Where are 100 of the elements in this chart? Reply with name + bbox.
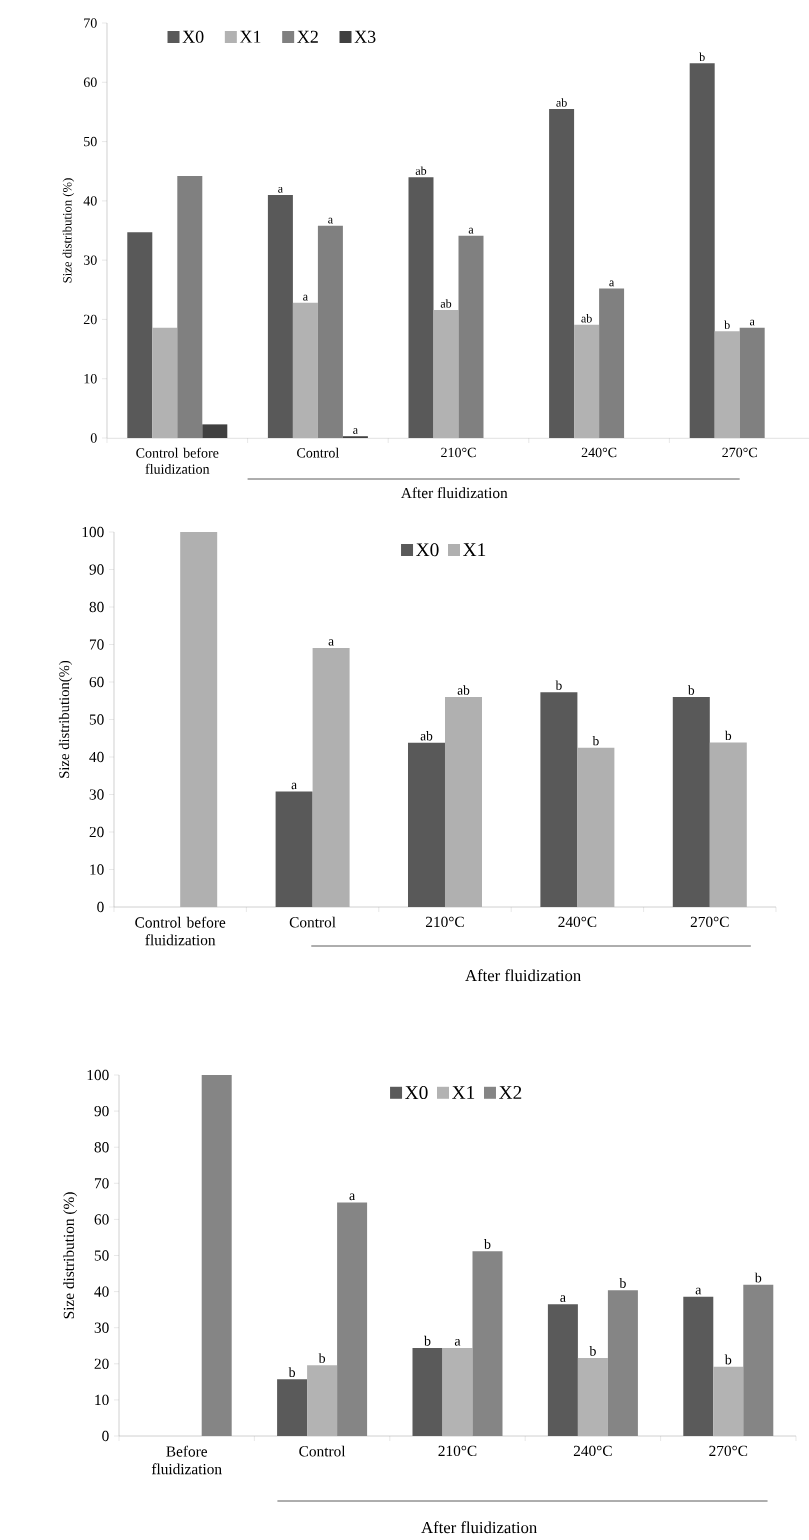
bar <box>547 1304 578 1436</box>
data-label: b <box>318 1353 326 1363</box>
x-tick-label: 270°C <box>722 447 757 458</box>
data-label: b <box>619 1278 626 1288</box>
text: After fluidization <box>421 1521 537 1534</box>
data-label: a <box>454 1338 461 1346</box>
data-label: b <box>687 685 695 695</box>
data-label: b <box>592 735 599 746</box>
y-tick-label: 30 <box>83 255 97 265</box>
y-tick-label: 0 <box>90 433 97 443</box>
bar <box>277 1379 308 1436</box>
y-tick-label: 10 <box>95 1394 109 1406</box>
x-tick-label: 210°C <box>441 447 476 458</box>
bar <box>275 791 313 908</box>
legend-label: X1 <box>463 543 486 557</box>
y-axis-title: Size distribution (%) <box>62 178 75 283</box>
data-label: b <box>754 1272 762 1283</box>
data-label: ab <box>556 98 567 107</box>
legend-label: X2 <box>297 30 318 43</box>
y-tick-label: 70 <box>84 18 97 28</box>
data-label: ab <box>581 314 592 323</box>
text: After fluidization <box>465 969 581 982</box>
y-tick-label: 80 <box>94 1142 109 1153</box>
data-label: a <box>749 319 755 326</box>
y-tick-label: 60 <box>83 77 97 88</box>
y-tick-label: 0 <box>102 1430 109 1442</box>
x-tick-label: 210°C <box>438 1445 477 1457</box>
x-tick-label: 210°C <box>425 916 464 928</box>
bar <box>713 1366 744 1436</box>
bar <box>337 1202 368 1436</box>
y-tick-label: 20 <box>94 1358 109 1369</box>
data-label: a <box>328 639 334 646</box>
legend-label: X3 <box>354 30 376 43</box>
data-label: b <box>724 320 730 330</box>
y-tick-label: 0 <box>97 901 104 913</box>
bar <box>127 232 153 439</box>
data-label: b <box>724 730 732 741</box>
y-tick-label: 30 <box>89 789 104 800</box>
text: After fluidization <box>400 487 508 499</box>
legend-label: X1 <box>239 30 261 43</box>
bar <box>202 424 228 439</box>
y-tick-label: 100 <box>82 526 104 538</box>
data-label: a <box>291 782 297 790</box>
data-label: b <box>423 1335 431 1346</box>
x-tick-label: 240°C <box>558 916 597 928</box>
y-tick-label: 60 <box>94 1214 109 1225</box>
x-tick-label: Control <box>299 1445 346 1457</box>
legend-label: X0 <box>182 30 204 43</box>
data-label: ab <box>420 731 433 741</box>
x-tick-label: Control <box>297 447 339 458</box>
data-label: b <box>589 1345 596 1356</box>
y-tick-label: 40 <box>83 196 97 206</box>
data-label: b <box>483 1239 491 1249</box>
data-label: b <box>724 1354 732 1365</box>
x-tick-label: 240°C <box>573 1445 612 1457</box>
data-label: a <box>560 1295 566 1302</box>
legend-label: X2 <box>499 1086 522 1099</box>
data-label: a <box>609 280 615 287</box>
data-label: a <box>349 1193 356 1201</box>
data-label: b <box>555 680 562 690</box>
data-label: ab <box>440 299 452 308</box>
bar <box>549 108 575 439</box>
y-tick-label: 40 <box>89 751 104 763</box>
y-tick-label: 40 <box>94 1286 109 1297</box>
bar <box>317 225 343 439</box>
bar <box>577 1358 608 1436</box>
bar <box>458 235 484 439</box>
bar <box>177 175 203 439</box>
data-label: ab <box>457 685 470 695</box>
y-tick-label: 60 <box>89 676 104 688</box>
bar <box>672 697 710 908</box>
bar <box>408 177 434 439</box>
y-tick-label: 10 <box>84 374 97 384</box>
bar <box>307 1365 338 1436</box>
x-tick-label: 270°C <box>690 916 729 928</box>
x-tick-label: Control <box>289 916 336 928</box>
y-tick-label: 30 <box>94 1322 109 1333</box>
bar <box>743 1284 774 1436</box>
y-axis-title: Size distribution (%) <box>63 1192 78 1319</box>
y-tick-label: 50 <box>84 136 97 147</box>
y-tick-label: 20 <box>83 314 97 325</box>
bar <box>442 1347 473 1436</box>
y-tick-label: 10 <box>90 864 104 875</box>
bar <box>599 288 625 439</box>
bar <box>607 1290 638 1436</box>
data-label: a <box>328 217 333 224</box>
bar <box>201 1075 232 1436</box>
y-tick-label: 50 <box>94 1250 109 1261</box>
data-label: a <box>695 1287 702 1295</box>
x-tick-label: 240°C <box>581 447 617 458</box>
x-tick-label: Control before fluidization <box>136 447 219 474</box>
bar <box>267 194 293 439</box>
data-label: a <box>468 227 474 234</box>
data-label: ab <box>415 166 427 175</box>
y-tick-label: 90 <box>89 564 104 575</box>
bar <box>412 1347 443 1436</box>
x-tick-label: 270°C <box>709 1445 748 1457</box>
bar <box>739 327 765 439</box>
y-tick-label: 70 <box>89 639 104 650</box>
bar <box>472 1251 503 1436</box>
